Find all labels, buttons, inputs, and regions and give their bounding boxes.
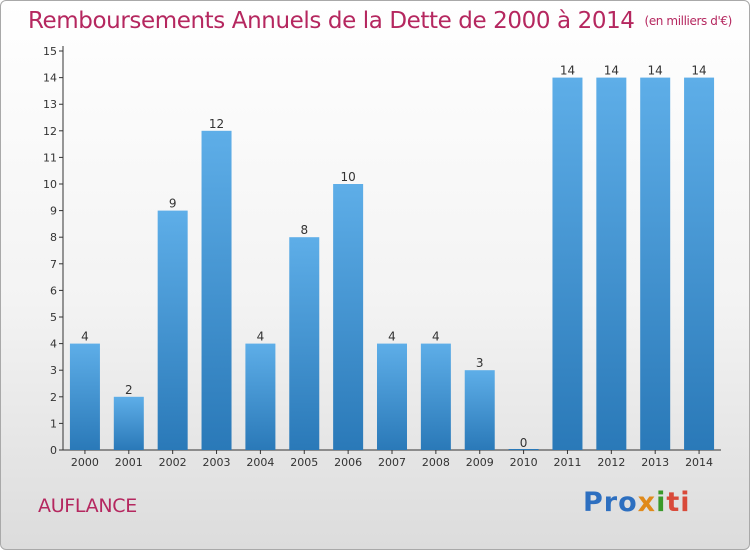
bar: [684, 77, 715, 450]
value-label: 0: [520, 436, 528, 450]
logo-part: ti: [666, 487, 691, 518]
y-tick-label: 8: [50, 231, 57, 244]
x-tick-label: 2013: [641, 456, 669, 469]
bar: [245, 343, 276, 450]
value-label: 14: [691, 64, 706, 78]
bar: [552, 77, 583, 450]
y-tick-label: 2: [50, 391, 57, 404]
y-tick-label: 13: [43, 98, 57, 111]
value-label: 4: [388, 330, 396, 344]
value-label: 12: [209, 117, 224, 131]
value-label: 2: [125, 383, 133, 397]
y-tick-label: 0: [50, 444, 57, 457]
bar: [69, 343, 100, 450]
x-tick-label: 2000: [71, 456, 99, 469]
y-tick-label: 7: [50, 258, 57, 271]
x-tick-label: 2011: [553, 456, 581, 469]
y-tick-label: 11: [43, 151, 57, 164]
y-tick-label: 10: [43, 178, 57, 191]
x-tick-label: 2006: [334, 456, 362, 469]
bar: [113, 396, 144, 450]
unit-label: (en milliers d'€): [644, 14, 733, 28]
y-tick-label: 12: [43, 125, 57, 138]
logo-part: Pro: [583, 487, 638, 518]
value-label: 10: [340, 170, 355, 184]
y-tick-label: 1: [50, 417, 57, 430]
bar: [420, 343, 451, 450]
bar: [640, 77, 671, 450]
value-label: 4: [257, 330, 265, 344]
x-tick-label: 2001: [115, 456, 143, 469]
x-tick-label: 2007: [378, 456, 406, 469]
title-text: Remboursements Annuels de la Dette de 20…: [28, 8, 635, 34]
proxiti-logo[interactable]: Proxiti: [583, 487, 691, 518]
y-tick-label: 5: [50, 311, 57, 324]
logo-part: x: [637, 487, 657, 518]
value-label: 14: [560, 64, 575, 78]
value-label: 14: [648, 64, 663, 78]
x-tick-label: 2004: [246, 456, 274, 469]
value-label: 8: [300, 223, 308, 237]
y-tick-label: 9: [50, 205, 57, 218]
bar: [377, 343, 407, 450]
value-label: 3: [476, 356, 484, 370]
value-label: 14: [604, 64, 619, 78]
x-tick-label: 2014: [685, 456, 713, 469]
y-tick-label: 15: [43, 45, 57, 58]
commune-name: AUFLANCE: [38, 495, 137, 517]
bar: [201, 130, 232, 451]
y-tick-label: 4: [50, 338, 57, 351]
y-tick-label: 6: [50, 284, 57, 297]
bar: [157, 210, 188, 450]
bar: [596, 77, 627, 450]
y-tick-label: 14: [43, 72, 57, 85]
bar: [464, 370, 495, 450]
logo-part: i: [656, 487, 667, 518]
x-tick-label: 2002: [159, 456, 187, 469]
x-tick-label: 2010: [510, 456, 538, 469]
bar: [289, 237, 320, 450]
chart-title: Remboursements Annuels de la Dette de 20…: [28, 8, 732, 34]
x-tick-label: 2008: [422, 456, 450, 469]
x-tick-label: 2009: [466, 456, 494, 469]
bar: [333, 184, 364, 450]
x-tick-label: 2012: [597, 456, 625, 469]
value-label: 4: [432, 330, 440, 344]
value-label: 4: [81, 330, 89, 344]
x-tick-label: 2003: [203, 456, 231, 469]
y-tick-label: 3: [50, 364, 57, 377]
x-tick-label: 2005: [290, 456, 318, 469]
value-label: 9: [169, 197, 177, 211]
